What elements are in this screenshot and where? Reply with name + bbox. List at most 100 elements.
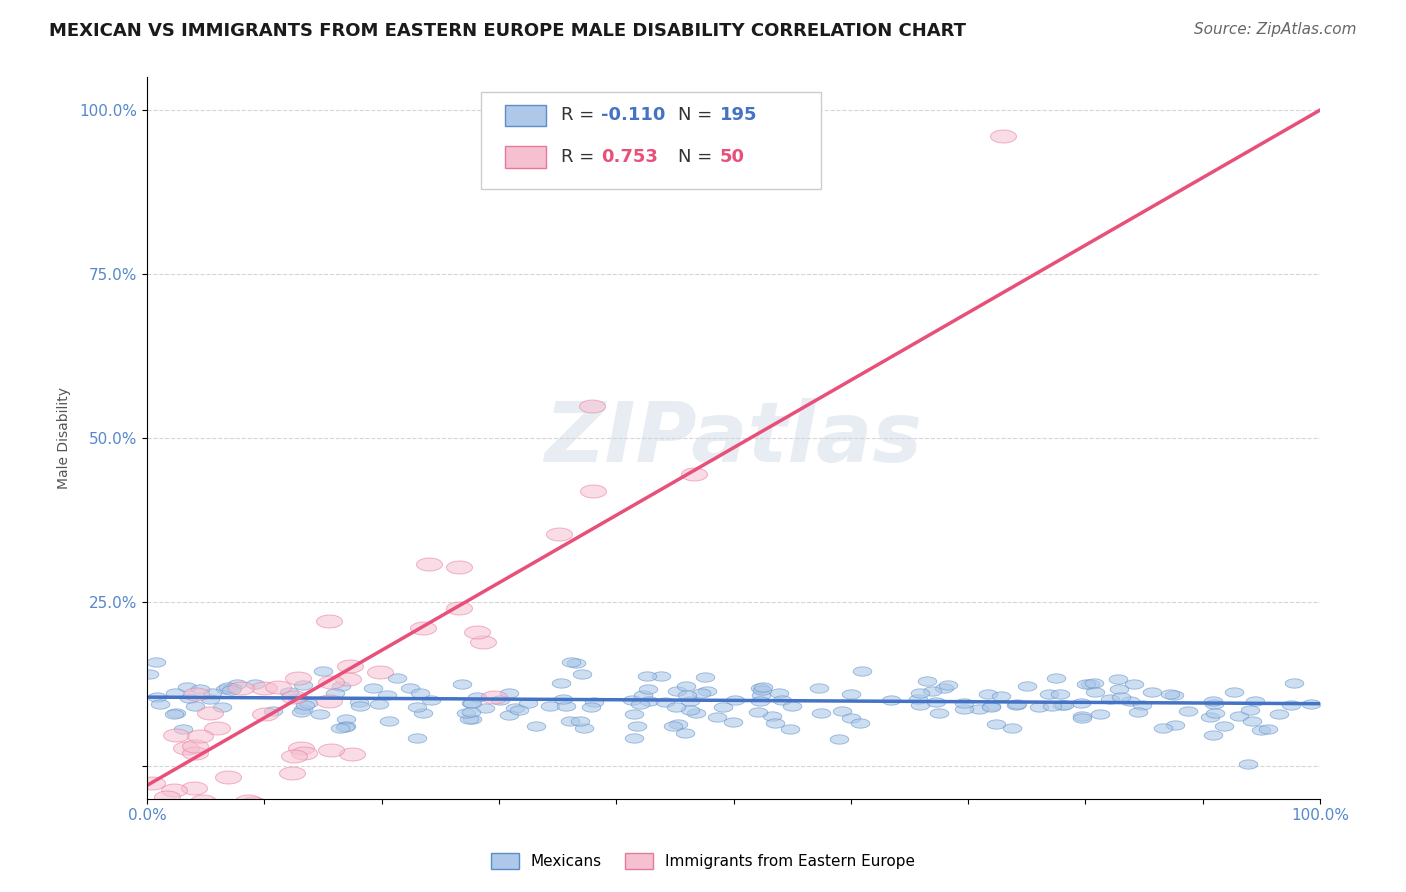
Point [1108,682,1130,697]
Point [555,698,578,713]
Point [253,707,276,722]
Point [163,706,186,721]
Point [560,655,582,669]
Text: Source: ZipAtlas.com: Source: ZipAtlas.com [1194,22,1357,37]
Point [318,694,340,708]
Point [683,467,706,482]
Point [488,693,510,707]
Point [1177,704,1199,718]
Point [928,706,950,721]
Point [163,782,186,797]
Point [451,676,474,690]
Point [572,721,595,735]
Point [993,129,1015,144]
Point [936,678,959,692]
Point [449,600,471,615]
Point [1202,694,1225,708]
Point [1083,676,1105,690]
Point [1005,698,1028,713]
Text: R =: R = [561,106,600,124]
Point [1299,698,1322,712]
Point [1204,706,1226,721]
Point [560,714,582,729]
Point [1257,722,1279,736]
Point [723,714,745,729]
Point [229,681,252,695]
Point [654,695,676,709]
Point [253,681,276,695]
Point [1240,714,1263,728]
Point [977,687,1000,701]
Point [1199,710,1222,724]
Point [1028,699,1050,714]
Point [412,621,434,635]
Point [626,718,648,732]
Point [472,635,495,649]
Point [368,665,391,679]
Point [457,712,479,726]
Point [810,706,832,720]
Point [1140,685,1163,699]
Point [406,700,429,714]
Point [1109,690,1132,704]
Point [183,781,205,796]
Point [165,728,187,742]
Point [749,688,772,702]
Point [149,697,172,711]
Point [461,697,484,711]
Point [321,675,343,690]
Point [1213,719,1236,733]
Point [1130,698,1153,712]
Point [675,679,697,693]
Point [524,719,547,733]
Point [419,693,441,707]
Point [406,731,429,745]
Point [1074,677,1097,691]
Point [319,743,342,757]
Point [225,677,247,691]
Point [953,696,976,710]
Point [318,614,340,628]
FancyBboxPatch shape [505,105,546,127]
Point [807,681,830,695]
Point [409,686,432,700]
Text: 50: 50 [720,148,744,166]
Point [628,698,651,712]
Point [1083,685,1105,699]
Point [650,669,672,683]
Point [460,696,482,710]
Point [623,731,645,746]
Point [290,740,312,755]
Point [1237,757,1260,772]
Point [841,687,863,701]
Point [361,681,384,695]
Point [967,702,990,716]
Point [138,667,160,681]
Point [467,690,489,704]
Point [177,691,200,706]
Point [412,706,434,720]
Point [908,698,931,712]
Point [1070,711,1092,725]
Point [551,691,574,706]
Point [145,655,167,669]
Text: 195: 195 [720,106,756,124]
Point [281,766,304,780]
Point [538,699,561,714]
Point [465,624,488,639]
Point [198,692,221,706]
Point [449,559,471,574]
Point [460,712,482,726]
Point [921,684,943,698]
Point [581,399,603,413]
Point [1282,675,1305,690]
Point [508,702,530,716]
Point [1159,687,1181,701]
Point [193,794,215,808]
Point [1202,728,1225,742]
Point [1090,707,1112,722]
Point [291,678,314,692]
Y-axis label: Male Disability: Male Disability [58,387,72,489]
Point [1128,705,1150,719]
Point [184,739,207,753]
